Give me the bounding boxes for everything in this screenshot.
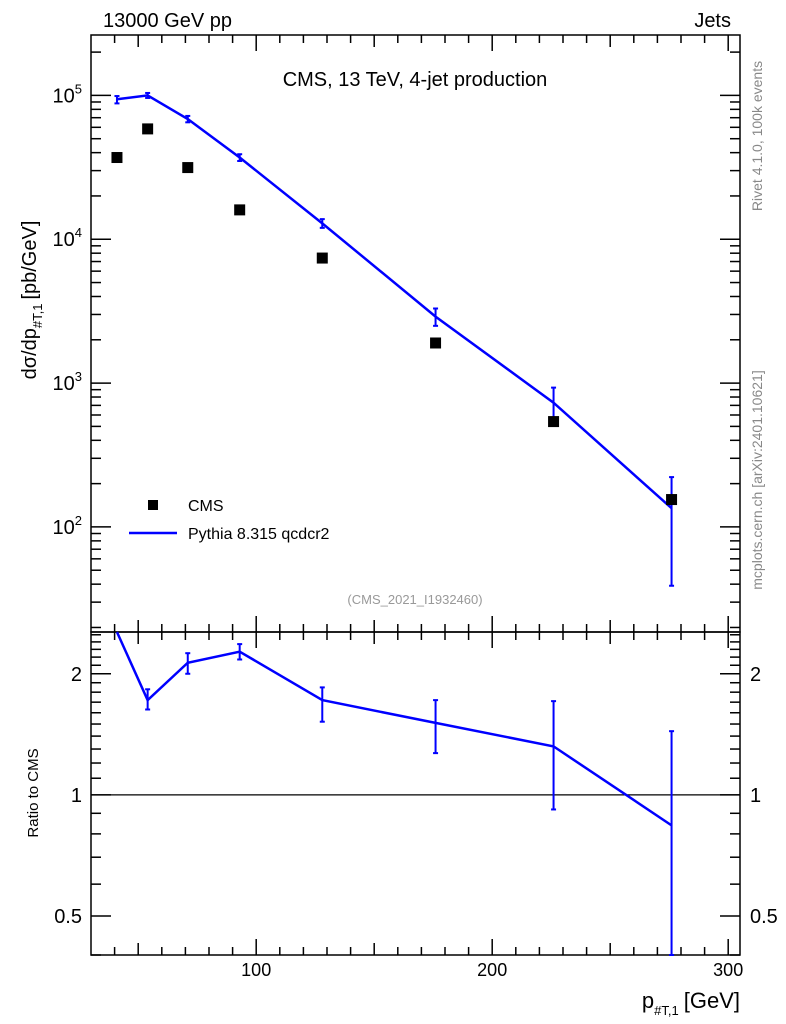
ratio-y-tick-label-right: 2 [750, 664, 761, 686]
ratio-frame [90, 631, 741, 956]
ratio-y-tick-label: 2 [71, 664, 82, 686]
legend-label-cms: CMS [188, 498, 224, 515]
ylabel-sub: #T,1 [30, 304, 45, 329]
ratio-y-label: Ratio to CMS [25, 748, 42, 837]
cms-data-point [182, 162, 194, 174]
cms-data-point [142, 123, 154, 135]
y-axis-label: dσ/dp#T,1 [pb/GeV] [19, 221, 45, 380]
legend-label-mc: Pythia 8.315 qcdcr2 [188, 526, 330, 543]
rivet-label: Rivet 4.1.0, 100k events [749, 61, 765, 211]
x-tick-label: 200 [477, 960, 507, 980]
ratio-line [115, 631, 673, 827]
cms-data-point [430, 337, 442, 349]
xlabel-main: p [642, 988, 654, 1013]
cms-data-point [666, 494, 678, 506]
x-tick-label: 300 [713, 960, 743, 980]
y-tick-label: 104 [53, 225, 82, 251]
chart-title: CMS, 13 TeV, 4-jet production [283, 69, 548, 91]
analysis-id: (CMS_2021_I1932460) [347, 592, 482, 607]
ratio-y-tick-label-right: 0.5 [750, 906, 778, 928]
y-tick-label: 103 [53, 369, 82, 395]
ylabel-main: dσ/dp [19, 328, 41, 379]
y-tick-label: 102 [53, 513, 82, 539]
cms-data-point [316, 252, 328, 264]
xlabel-sub: #T,1 [654, 1003, 679, 1018]
header-left: 13000 GeV pp [103, 10, 232, 32]
cms-data-point [111, 152, 123, 164]
cms-data-point [234, 204, 246, 216]
xlabel-unit: [GeV] [684, 988, 740, 1013]
ratio-y-tick-label: 1 [71, 785, 82, 807]
ylabel-unit: [pb/GeV] [19, 221, 41, 300]
legend-marker-cms [148, 500, 158, 510]
ratio-panel [90, 631, 741, 956]
x-tick-label: 100 [241, 960, 271, 980]
x-axis-label: p#T,1 [GeV] [642, 988, 740, 1018]
data-marks [91, 91, 740, 956]
legend: CMS Pythia 8.315 qcdcr2 [129, 498, 330, 543]
mc-line [116, 94, 673, 510]
cms-data-point [548, 416, 560, 428]
header-right: Jets [694, 10, 731, 32]
ratio-y-tick-label-right: 1 [750, 785, 761, 807]
ratio-y-tick-label: 0.5 [54, 906, 82, 928]
y-tick-label: 105 [53, 81, 82, 107]
svg-text:dσ/dp#T,1[pb/GeV]: dσ/dp#T,1 [pb/GeV] [19, 221, 45, 380]
mcplots-label: mcplots.cern.ch [arXiv:2401.10621] [749, 370, 765, 589]
